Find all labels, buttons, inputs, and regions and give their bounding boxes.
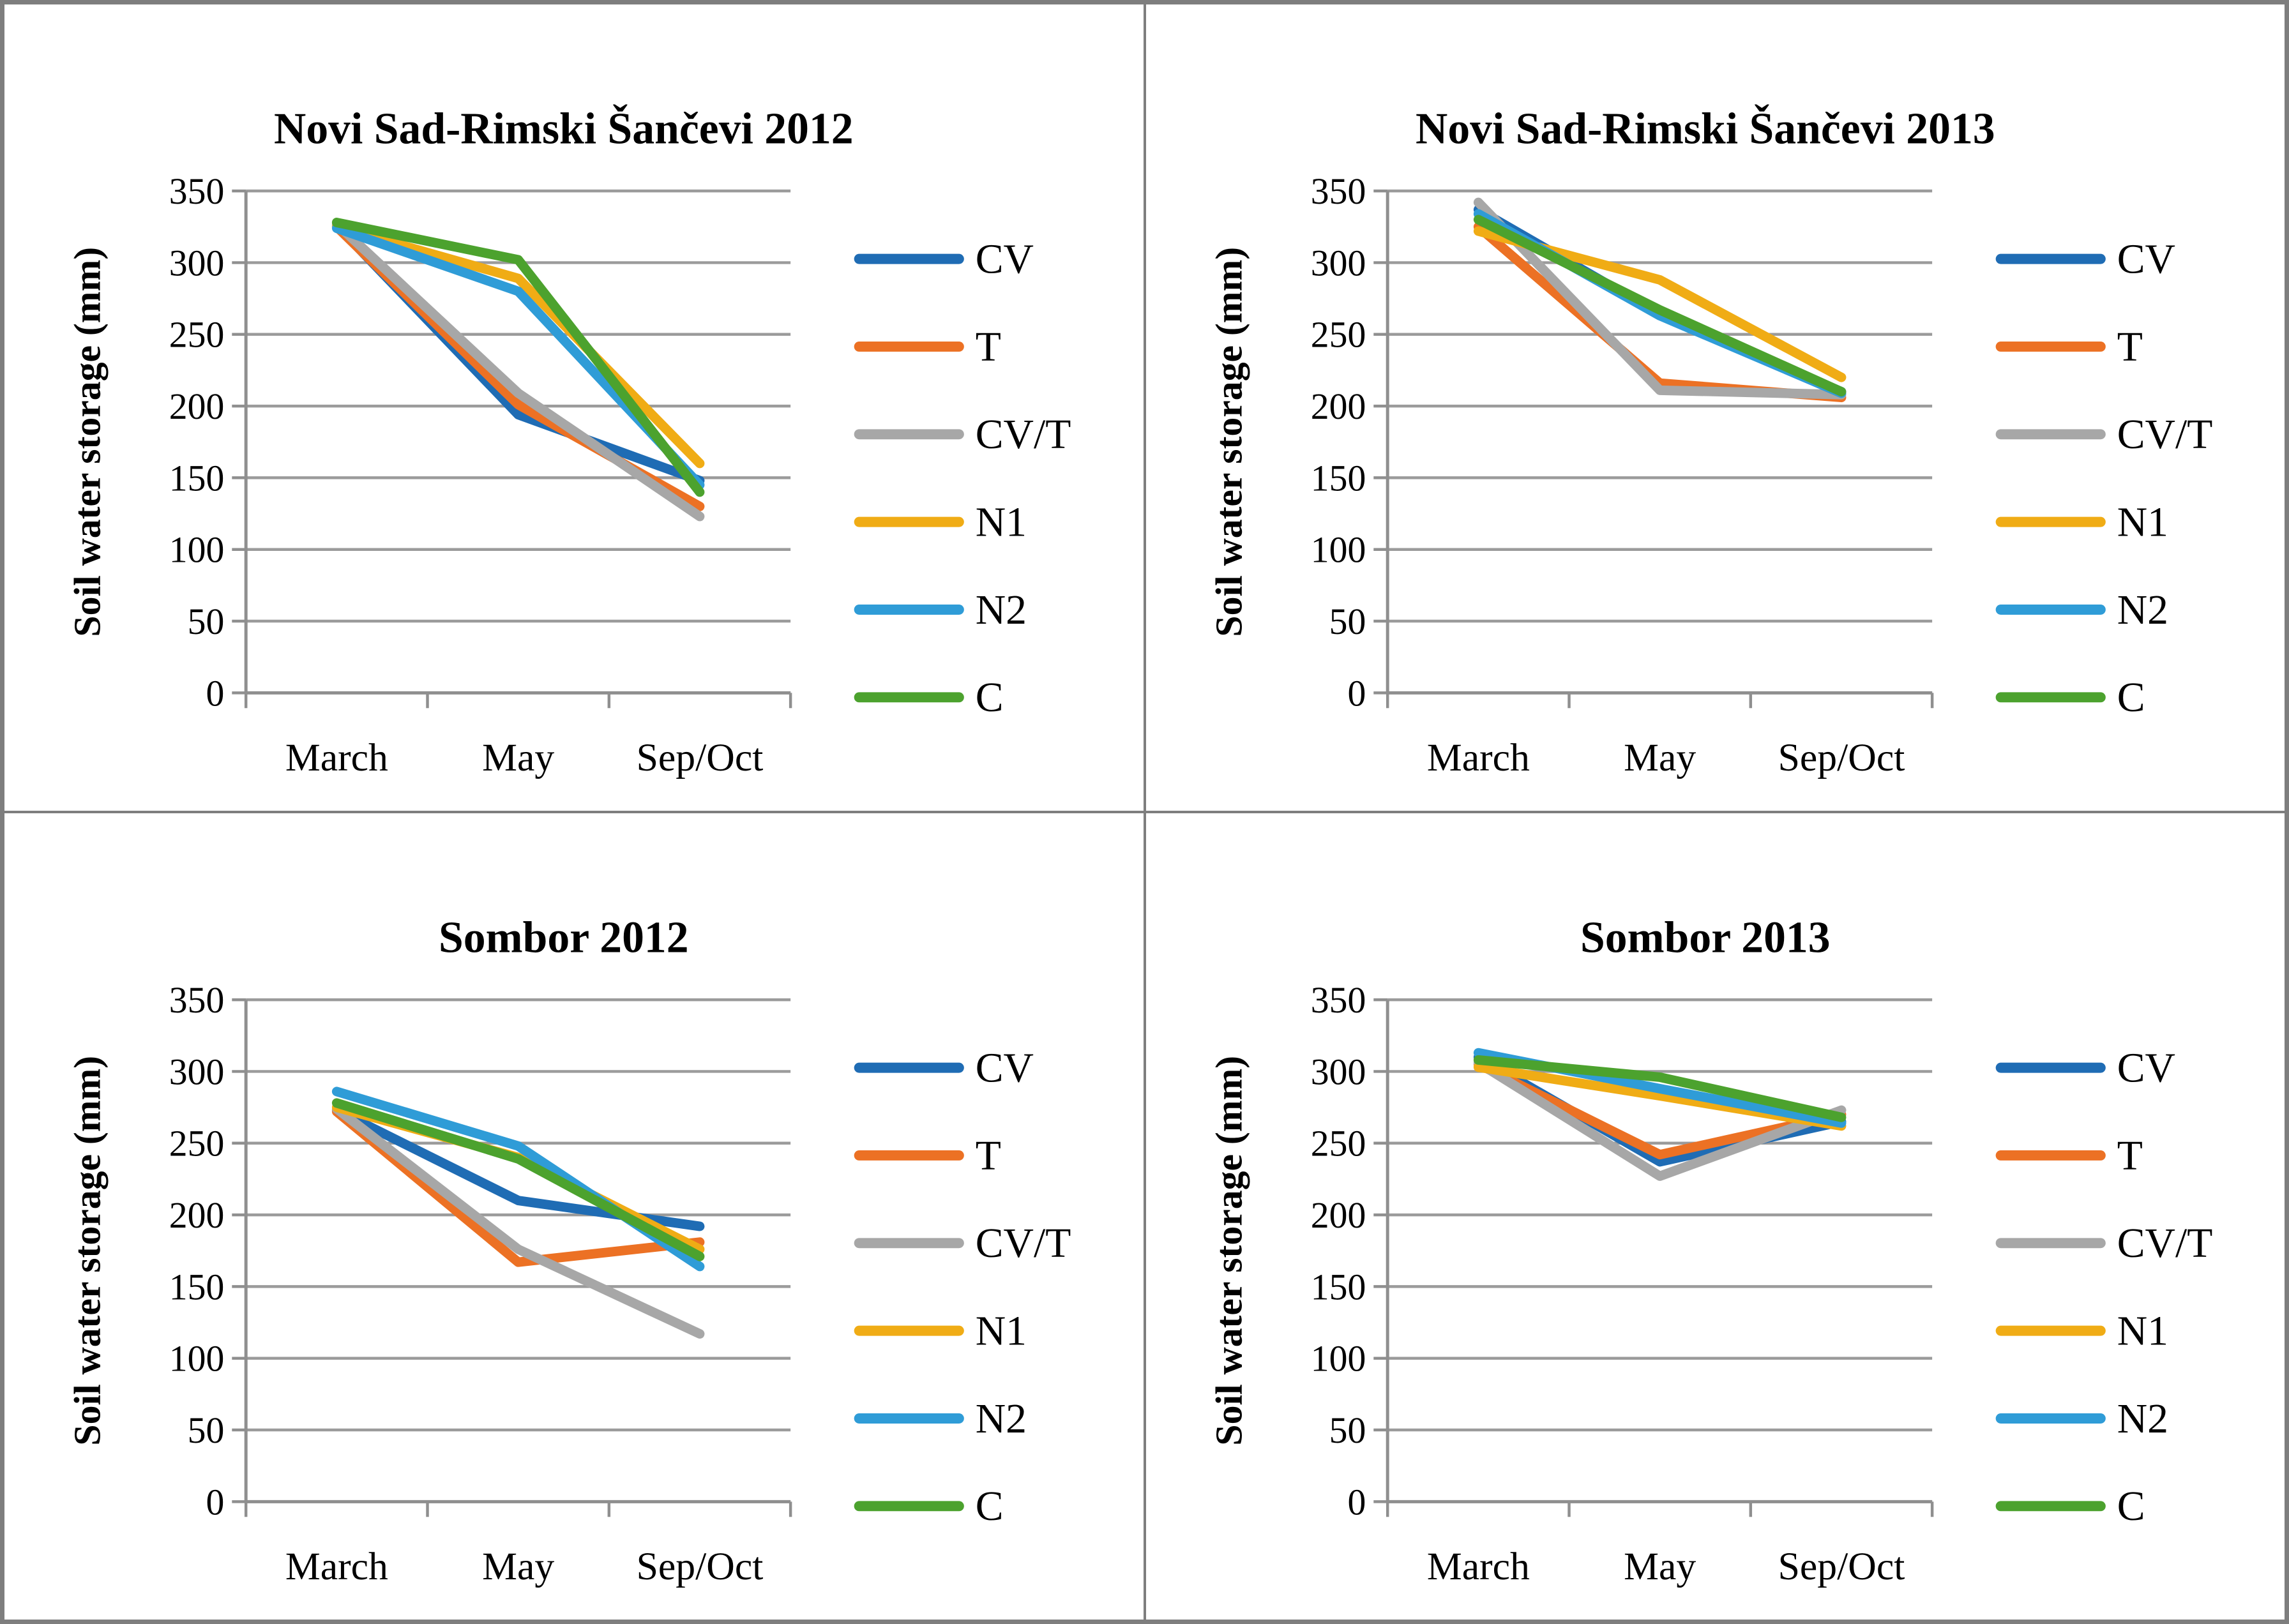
- x-tick-label: May: [1624, 1545, 1696, 1588]
- y-tick-label: 0: [206, 1482, 224, 1522]
- y-tick-label: 100: [1310, 1339, 1366, 1380]
- y-tick-label: 300: [1310, 243, 1366, 283]
- series-line-C: [331, 1098, 705, 1261]
- chart-svg-0: Novi Sad-Rimski Šančevi 2012 350 300 250 200…: [66, 104, 1071, 779]
- y-tick-label: 350: [169, 172, 225, 212]
- legend-label-C: C: [2117, 1483, 2145, 1530]
- chart-title: Sombor 2012: [439, 913, 689, 962]
- legend-label-T: T: [976, 324, 1001, 370]
- x-tick-label: March: [1426, 1545, 1529, 1588]
- y-tick-label: 300: [169, 1052, 225, 1092]
- legend-label-N1: N1: [976, 1308, 1027, 1355]
- legend-label-CV-T: CV/T: [976, 411, 1071, 458]
- y-tick-label: 100: [1310, 530, 1366, 571]
- legend-label-N1: N1: [2117, 1308, 2168, 1355]
- y-tick-label: 300: [169, 243, 225, 283]
- chart-title: Sombor 2013: [1580, 913, 1831, 962]
- chart-panel-sombor-2013: Sombor 2013 350 300 250 200 150 100 50 0 March May…: [1144, 812, 2286, 1621]
- y-tick-label: 300: [1310, 1052, 1366, 1092]
- legend-label-CV-T: CV/T: [2117, 1220, 2212, 1267]
- legend-label-T: T: [976, 1132, 1001, 1179]
- series-line-C: [331, 218, 705, 497]
- y-tick-label: 200: [169, 1196, 225, 1236]
- chart-panel-novi-sad-2012: Novi Sad-Rimski Šančevi 2012 350 300 250 200…: [3, 3, 1145, 812]
- legend-label-C: C: [2117, 674, 2145, 721]
- y-tick-label: 350: [1310, 981, 1366, 1021]
- y-tick-label: 250: [169, 1124, 225, 1164]
- chart-title: Novi Sad-Rimski Šančevi 2012: [274, 104, 854, 153]
- chart-title: Novi Sad-Rimski Šančevi 2013: [1416, 104, 1995, 153]
- y-tick-label: 150: [169, 1267, 225, 1307]
- series-line-N1: [331, 222, 705, 469]
- y-tick-label: 50: [1329, 602, 1366, 642]
- y-tick-label: 100: [169, 530, 225, 571]
- y-tick-label: 100: [169, 1339, 225, 1380]
- legend-label-C: C: [976, 1483, 1004, 1530]
- x-tick-label: May: [482, 736, 554, 779]
- y-tick-label: 350: [1310, 172, 1366, 212]
- x-tick-label: May: [1624, 736, 1696, 779]
- y-tick-label: 250: [1310, 1124, 1366, 1164]
- y-tick-label: 250: [1310, 315, 1366, 356]
- y-tick-label: 50: [188, 602, 225, 642]
- chart-svg-3: Sombor 2013 350 300 250 200 150 100 50 0 March May…: [1207, 913, 2212, 1588]
- y-tick-label: 0: [206, 673, 224, 714]
- legend-label-T: T: [2117, 324, 2142, 370]
- legend-label-CV: CV: [976, 236, 1034, 283]
- x-tick-label: March: [285, 1545, 388, 1588]
- series-line-CV: [331, 1105, 705, 1231]
- y-tick-label: 200: [1310, 387, 1366, 427]
- y-axis-title: Soil water storage (mm): [1207, 1056, 1250, 1446]
- y-tick-label: 0: [1347, 673, 1366, 714]
- y-tick-label: 0: [1347, 1482, 1366, 1522]
- y-tick-label: 250: [169, 315, 225, 356]
- legend-label-CV: CV: [976, 1045, 1034, 1092]
- x-tick-label: March: [1426, 736, 1529, 779]
- series-line-CV-T: [1473, 197, 1846, 400]
- y-tick-label: 150: [169, 458, 225, 499]
- chart-panel-sombor-2012: Sombor 2012 350 300 250 200 150 100 50 0 March May…: [3, 812, 1145, 1621]
- x-tick-label: March: [285, 736, 388, 779]
- legend-label-N1: N1: [2117, 499, 2168, 546]
- legend-label-CV-T: CV/T: [976, 1220, 1071, 1267]
- y-tick-label: 50: [188, 1411, 225, 1451]
- chart-svg-1: Novi Sad-Rimski Šančevi 2013 350 300 250 200…: [1207, 104, 2212, 779]
- x-tick-label: Sep/Oct: [1778, 736, 1905, 779]
- series-line-CV-T: [1473, 1058, 1846, 1181]
- legend-label-CV: CV: [2117, 1045, 2175, 1092]
- legend-label-N1: N1: [976, 499, 1027, 546]
- y-axis-title: Soil water storage (mm): [66, 247, 108, 637]
- y-tick-label: 200: [169, 387, 225, 427]
- series-line-C: [1473, 214, 1846, 397]
- legend-label-C: C: [976, 674, 1004, 721]
- series-line-T: [331, 1106, 705, 1267]
- legend-label-N2: N2: [2117, 587, 2168, 633]
- y-tick-label: 150: [1310, 458, 1366, 499]
- series-line-CV-T: [331, 1104, 705, 1339]
- legend-label-CV-T: CV/T: [2117, 411, 2212, 458]
- legend-label-N2: N2: [976, 587, 1027, 633]
- legend-label-T: T: [2117, 1132, 2142, 1179]
- legend-label-CV: CV: [2117, 236, 2175, 283]
- y-tick-label: 200: [1310, 1196, 1366, 1236]
- x-tick-label: Sep/Oct: [637, 736, 764, 779]
- chart-svg-2: Sombor 2012 350 300 250 200 150 100 50 0 March May…: [66, 913, 1071, 1588]
- y-tick-label: 150: [1310, 1267, 1366, 1307]
- legend-label-N2: N2: [2117, 1395, 2168, 1442]
- x-tick-label: Sep/Oct: [637, 1545, 764, 1588]
- chart-panel-novi-sad-2013: Novi Sad-Rimski Šančevi 2013 350 300 250 200…: [1144, 3, 2286, 812]
- series-line-CV-T: [331, 219, 705, 522]
- y-axis-title: Soil water storage (mm): [66, 1056, 108, 1446]
- x-tick-label: May: [482, 1545, 554, 1588]
- y-tick-label: 350: [169, 981, 225, 1021]
- y-tick-label: 50: [1329, 1411, 1366, 1451]
- x-tick-label: Sep/Oct: [1778, 1545, 1905, 1588]
- y-axis-title: Soil water storage (mm): [1207, 247, 1250, 637]
- series-line-C: [1473, 1055, 1846, 1122]
- legend-label-N2: N2: [976, 1395, 1027, 1442]
